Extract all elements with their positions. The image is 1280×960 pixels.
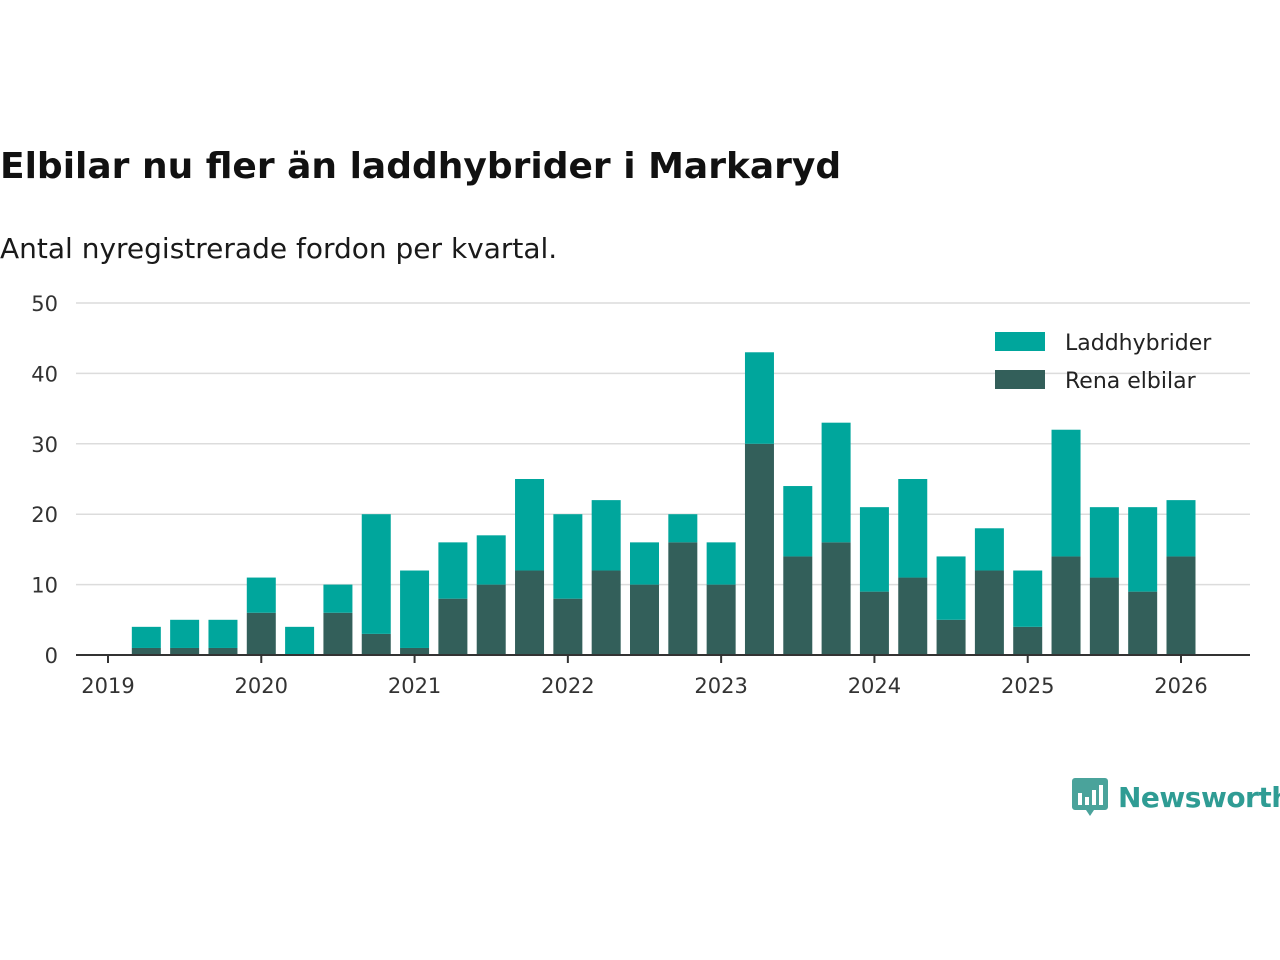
bar-rena-elbilar	[668, 542, 698, 655]
y-tick-label: 30	[31, 433, 58, 457]
bar-rena-elbilar	[208, 647, 238, 655]
bar-laddhybrider	[821, 422, 851, 543]
bar-rena-elbilar	[323, 612, 353, 655]
bar-laddhybrider	[668, 514, 698, 543]
bar-rena-elbilar	[1051, 556, 1081, 655]
x-tick-label: 2025	[1001, 674, 1054, 698]
bar-laddhybrider	[1051, 429, 1081, 557]
bar-rena-elbilar	[591, 570, 621, 655]
bar-rena-elbilar	[1089, 577, 1119, 655]
legend-label: Laddhybrider	[1065, 331, 1212, 356]
bar-laddhybrider	[208, 619, 238, 648]
x-tick-label: 2026	[1154, 674, 1207, 698]
bar-rena-elbilar	[131, 647, 161, 655]
x-tick-label: 2022	[541, 674, 594, 698]
bar-rena-elbilar	[1128, 591, 1158, 655]
bar-rena-elbilar	[974, 570, 1004, 655]
bar-chart-bubble-icon	[1072, 778, 1108, 816]
bar-rena-elbilar	[515, 570, 545, 655]
bar-rena-elbilar	[859, 591, 889, 655]
bar-rena-elbilar	[744, 443, 774, 655]
bar-laddhybrider	[630, 542, 659, 585]
bar-laddhybrider	[1013, 570, 1043, 627]
bar-laddhybrider	[591, 500, 621, 571]
bar-laddhybrider	[783, 486, 813, 557]
bar-rena-elbilar	[630, 584, 659, 655]
x-tick-label: 2019	[81, 674, 134, 698]
bar-rena-elbilar	[553, 598, 583, 655]
y-tick-label: 0	[45, 644, 58, 668]
chart-title: Elbilar nu fler än laddhybrider i Markar…	[0, 146, 842, 187]
bar-laddhybrider	[400, 570, 430, 648]
y-tick-label: 40	[31, 362, 58, 386]
x-tick-label: 2020	[235, 674, 288, 698]
chart-subtitle: Antal nyregistrerade fordon per kvartal.	[0, 232, 558, 265]
brand-name: Newsworthy	[1118, 780, 1280, 814]
bar-laddhybrider	[1166, 500, 1196, 557]
bar-laddhybrider	[438, 542, 468, 599]
bar-laddhybrider	[285, 626, 315, 655]
bar-rena-elbilar	[821, 542, 851, 655]
bar-rena-elbilar	[361, 633, 391, 655]
bar-laddhybrider	[476, 535, 506, 585]
bar-rena-elbilar	[476, 584, 506, 655]
bar-laddhybrider	[1128, 507, 1158, 592]
y-tick-label: 10	[31, 574, 58, 598]
bar-laddhybrider	[553, 514, 583, 599]
bar-rena-elbilar	[783, 556, 813, 655]
bar-laddhybrider	[706, 542, 736, 585]
bar-laddhybrider	[361, 514, 391, 634]
bar-rena-elbilar	[936, 619, 966, 655]
bar-laddhybrider	[246, 577, 276, 613]
bar-laddhybrider	[170, 619, 200, 648]
y-tick-label: 20	[31, 503, 58, 527]
bar-laddhybrider	[744, 352, 774, 444]
legend-swatch	[995, 370, 1045, 389]
bar-rena-elbilar	[170, 647, 200, 655]
bar-laddhybrider	[1089, 507, 1119, 578]
bar-laddhybrider	[515, 479, 545, 571]
bar-rena-elbilar	[1166, 556, 1196, 655]
bar-laddhybrider	[936, 556, 966, 620]
bar-laddhybrider	[859, 507, 889, 592]
newsworthy-logo: Newsworthy	[1072, 776, 1280, 818]
bar-rena-elbilar	[898, 577, 928, 655]
bar-rena-elbilar	[246, 612, 276, 655]
x-tick-label: 2021	[388, 674, 441, 698]
bar-laddhybrider	[323, 584, 353, 613]
x-tick-label: 2023	[694, 674, 747, 698]
x-tick-label: 2024	[848, 674, 901, 698]
legend-label: Rena elbilar	[1065, 369, 1197, 394]
bar-rena-elbilar	[438, 598, 468, 655]
bar-laddhybrider	[131, 626, 161, 648]
bar-laddhybrider	[898, 479, 928, 578]
bar-laddhybrider	[974, 528, 1004, 571]
bar-rena-elbilar	[706, 584, 736, 655]
bar-rena-elbilar	[1013, 626, 1043, 655]
legend-swatch	[995, 332, 1045, 351]
stacked-bar-chart: 0 10 20 30 40 50 2019 2020 2021 2022 2023 2024 2025 2…	[31, 292, 1250, 698]
bar-rena-elbilar	[400, 647, 430, 655]
y-tick-label: 50	[31, 292, 58, 316]
